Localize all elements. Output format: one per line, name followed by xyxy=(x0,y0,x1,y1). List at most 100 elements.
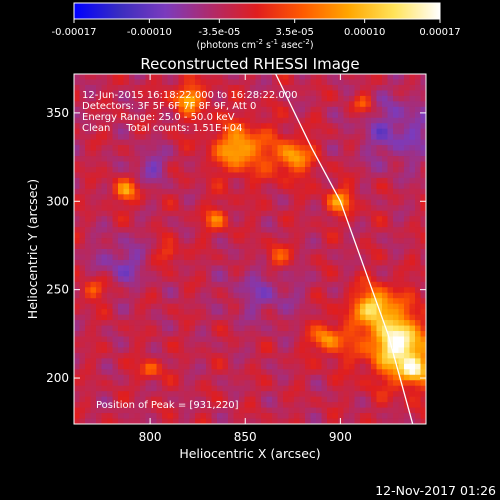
heatmap-cell xyxy=(195,385,201,392)
heatmap-cell xyxy=(360,249,366,255)
heatmap-cell xyxy=(343,259,350,266)
heatmap-cell xyxy=(305,331,311,337)
heatmap-cell xyxy=(277,90,284,97)
heatmap-cell xyxy=(299,106,306,113)
heatmap-cell xyxy=(173,134,179,141)
heatmap-cell xyxy=(134,413,141,419)
heatmap-cell xyxy=(360,150,366,157)
heatmap-cell xyxy=(156,199,163,206)
heatmap-cell xyxy=(162,276,168,283)
heatmap-cell xyxy=(79,270,86,277)
heatmap-cell xyxy=(338,221,344,228)
heatmap-cell xyxy=(189,303,196,310)
heatmap-cell xyxy=(85,385,91,392)
heatmap-cell xyxy=(167,287,174,294)
heatmap-cell xyxy=(349,210,355,217)
heatmap-cell xyxy=(316,139,322,146)
heatmap-cell xyxy=(123,380,130,387)
heatmap-cell xyxy=(189,243,196,250)
heatmap-cell xyxy=(112,347,119,354)
heatmap-cell xyxy=(244,95,251,102)
heatmap-cell xyxy=(310,145,317,151)
heatmap-cell xyxy=(371,123,377,130)
heatmap-cell xyxy=(255,156,262,162)
heatmap-cell xyxy=(250,134,256,141)
heatmap-cell xyxy=(112,385,119,392)
heatmap-cell xyxy=(283,74,289,80)
heatmap-cell xyxy=(255,320,262,326)
heatmap-cell xyxy=(211,112,218,119)
heatmap-cell xyxy=(195,205,201,212)
heatmap-cell xyxy=(321,309,328,316)
heatmap-cell xyxy=(409,232,416,239)
heatmap-cell xyxy=(211,380,218,387)
heatmap-cell xyxy=(376,232,383,239)
heatmap-cell xyxy=(261,238,267,244)
heatmap-cell xyxy=(217,396,223,403)
heatmap-cell xyxy=(184,331,190,337)
heatmap-cell xyxy=(167,79,174,86)
heatmap-cell xyxy=(206,363,212,370)
heatmap-cell xyxy=(316,407,322,414)
heatmap-cell xyxy=(74,249,80,255)
heatmap-cell xyxy=(189,101,196,108)
heatmap-cell xyxy=(327,139,333,146)
heatmap-cell xyxy=(382,276,388,283)
heatmap-cell xyxy=(129,79,135,86)
heatmap-cell xyxy=(222,309,229,316)
heatmap-cell xyxy=(79,156,86,162)
heatmap-cell xyxy=(222,139,229,146)
heatmap-cell xyxy=(233,385,240,392)
heatmap-cell xyxy=(189,139,196,146)
heatmap-cell xyxy=(321,199,328,206)
heatmap-cell xyxy=(266,270,273,277)
heatmap-cell xyxy=(299,128,306,135)
heatmap-cell xyxy=(195,172,201,179)
heatmap-cell xyxy=(118,336,124,343)
heatmap-cell xyxy=(288,358,295,365)
heatmap-cell xyxy=(244,276,251,283)
heatmap-cell xyxy=(398,139,405,146)
heatmap-cell xyxy=(244,292,251,299)
heatmap-cell xyxy=(200,161,207,168)
heatmap-cell xyxy=(90,95,97,102)
heatmap-cell xyxy=(222,331,229,337)
heatmap-cell xyxy=(409,166,416,173)
heatmap-cell xyxy=(316,183,322,190)
heatmap-cell xyxy=(140,221,146,228)
heatmap-cell xyxy=(222,101,229,108)
heatmap-cell xyxy=(167,123,174,130)
heatmap-cell xyxy=(85,303,91,310)
heatmap-cell xyxy=(371,177,377,184)
heatmap-cell xyxy=(134,314,141,321)
heatmap-cell xyxy=(255,402,262,408)
heatmap-cell xyxy=(134,336,141,343)
heatmap-cell xyxy=(244,320,251,326)
heatmap-cell xyxy=(332,402,339,408)
heatmap-cell xyxy=(376,314,383,321)
heatmap-cell xyxy=(409,128,416,135)
heatmap-cell xyxy=(134,281,141,288)
heatmap-cell xyxy=(200,84,207,91)
heatmap-cell xyxy=(123,90,130,97)
heatmap-cell xyxy=(162,79,168,86)
heatmap-cell xyxy=(244,183,251,190)
heatmap-cell xyxy=(239,287,245,294)
heatmap-cell xyxy=(371,396,377,403)
heatmap-cell xyxy=(360,117,366,124)
heatmap-cell xyxy=(261,150,267,157)
heatmap-cell xyxy=(189,232,196,239)
heatmap-cell xyxy=(233,276,240,283)
heatmap-cell xyxy=(239,249,245,255)
heatmap-cell xyxy=(140,385,146,392)
heatmap-cell xyxy=(118,79,124,86)
heatmap-cell xyxy=(343,331,350,337)
heatmap-cell xyxy=(184,303,190,310)
heatmap-cell xyxy=(79,314,86,321)
heatmap-cell xyxy=(305,380,311,387)
heatmap-cell xyxy=(206,309,212,316)
heatmap-cell xyxy=(244,106,251,113)
heatmap-cell xyxy=(305,347,311,354)
heatmap-cell xyxy=(222,303,229,310)
heatmap-cell xyxy=(404,385,410,392)
